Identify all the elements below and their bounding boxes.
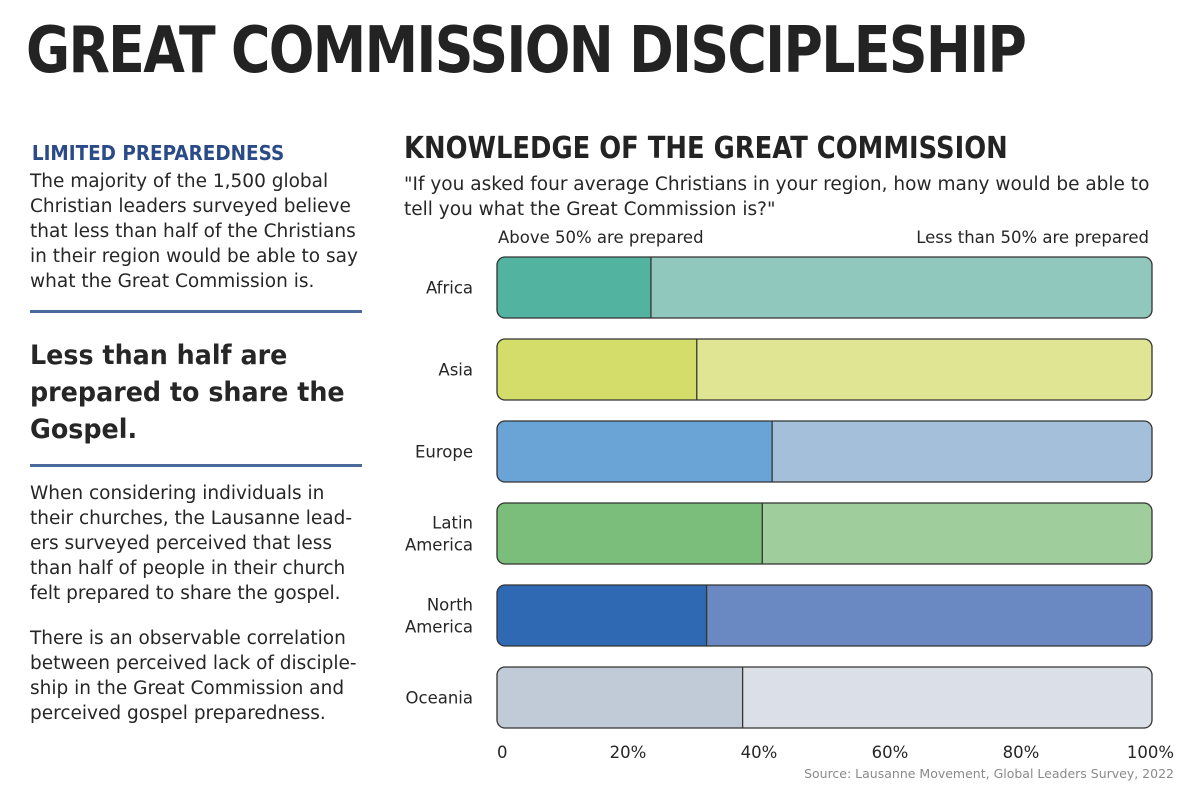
category-label: Asia	[438, 361, 473, 380]
bar-below-50	[762, 503, 1152, 564]
category-label: North America	[405, 596, 473, 637]
intro-line: that less than half of the Christians	[30, 221, 356, 242]
divider-rule	[30, 310, 362, 313]
bar-above-50	[497, 585, 707, 646]
bar-group	[497, 339, 1152, 400]
bar-group	[497, 585, 1152, 646]
section-title: LIMITED PREPAREDNESS	[31, 141, 285, 165]
bar-outline	[496, 584, 1153, 647]
category-label: Latin America	[405, 514, 473, 555]
bar-below-50	[742, 667, 1152, 728]
x-tick-label: 0	[497, 743, 508, 762]
x-tick-label: 60%	[872, 743, 909, 762]
bar-above-50	[497, 667, 743, 728]
divider-rule	[30, 464, 362, 467]
x-tick-label: 100%	[1127, 743, 1174, 762]
paragraph-line: their churches, the Lausanne lead-	[30, 508, 353, 529]
bar-below-50	[706, 585, 1152, 646]
paragraph-line: When considering individuals in	[30, 483, 325, 504]
intro-line: in their region would be able to say	[30, 246, 358, 267]
paragraph-line: ers surveyed perceived that less	[30, 533, 332, 554]
paragraph-line: felt prepared to share the gospel.	[30, 583, 341, 604]
bar-outline	[496, 420, 1153, 483]
legend-label-above: Above 50% are prepared	[498, 228, 704, 247]
callout-line: Gospel.	[30, 414, 138, 445]
bar-outline	[496, 256, 1153, 319]
bar-below-50	[696, 339, 1152, 400]
bar-group	[497, 667, 1152, 728]
chart-title: KNOWLEDGE OF THE GREAT COMMISSION	[404, 131, 1008, 166]
paragraph-individuals: When considering individuals in their ch…	[30, 481, 362, 606]
bar-group	[497, 257, 1152, 318]
callout-text: Less than half are prepared to share the…	[30, 337, 350, 448]
bar-outline	[496, 502, 1153, 565]
intro-paragraph: The majority of the 1,500 global Christi…	[30, 169, 362, 294]
x-tick-label: 80%	[1003, 743, 1040, 762]
page-title: GREAT COMMISSION DISCIPLESHIP	[26, 14, 1027, 88]
bar-below-50	[772, 421, 1152, 482]
callout-line: Less than half are	[30, 340, 288, 371]
chart-subtitle: "If you asked four average Christians in…	[404, 174, 1150, 220]
bar-outline	[496, 338, 1153, 401]
source-note: Source: Lausanne Movement, Global Leader…	[804, 766, 1174, 781]
callout-line: prepared to share the	[30, 377, 345, 408]
bar-above-50	[497, 503, 763, 564]
paragraph-line: There is an observable correlation	[30, 628, 346, 649]
intro-line: The majority of the 1,500 global	[30, 171, 329, 192]
legend-label-below: Less than 50% are prepared	[916, 228, 1149, 247]
x-tick-label: 40%	[741, 743, 778, 762]
category-label: Europe	[415, 443, 473, 462]
paragraph-line: perceived gospel preparedness.	[30, 703, 326, 724]
bar-outline	[496, 666, 1153, 729]
left-column: LIMITED PREPAREDNESS The majority of the…	[30, 140, 362, 726]
paragraph-correlation: There is an observable correlation betwe…	[30, 626, 362, 726]
bar-group	[497, 421, 1152, 482]
intro-line: what the Great Commission is.	[30, 271, 315, 292]
paragraph-line: ship in the Great Commission and	[30, 678, 345, 699]
category-label: Africa	[426, 279, 473, 298]
intro-line: Christian leaders surveyed believe	[30, 196, 351, 217]
bar-group	[497, 503, 1152, 564]
paragraph-line: than half of people in their church	[30, 558, 346, 579]
category-label: Oceania	[406, 689, 473, 708]
bar-above-50	[497, 339, 697, 400]
x-tick-label: 20%	[610, 743, 647, 762]
bar-above-50	[497, 421, 773, 482]
paragraph-line: between perceived lack of disciple-	[30, 653, 357, 674]
bar-below-50	[650, 257, 1152, 318]
bar-above-50	[497, 257, 651, 318]
